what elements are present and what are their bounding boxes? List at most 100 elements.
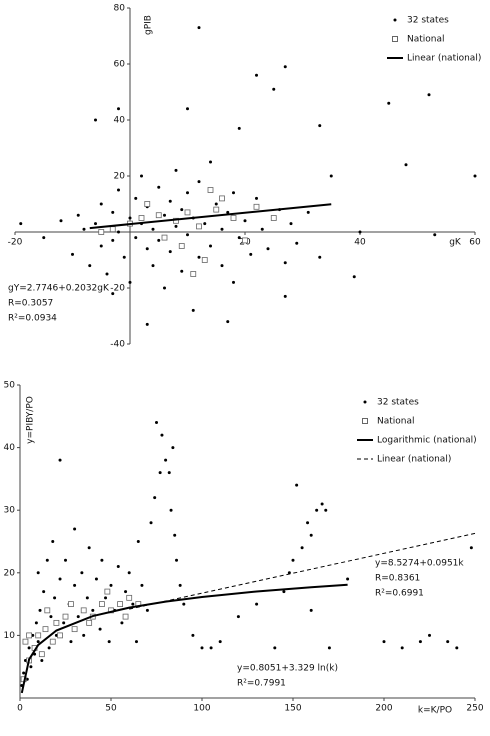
x-tick-label: 200	[375, 704, 392, 714]
point	[197, 180, 201, 184]
y-tick-label: -20	[110, 284, 125, 294]
point	[400, 646, 404, 650]
point	[44, 607, 51, 614]
point	[219, 195, 225, 202]
point	[117, 601, 123, 607]
point	[242, 237, 248, 244]
x-tick-label: 150	[284, 704, 301, 714]
point	[186, 107, 189, 111]
x-tick-label: 250	[466, 704, 483, 714]
point	[260, 227, 264, 231]
point	[175, 558, 179, 562]
point	[168, 199, 172, 203]
x-tick-label: 60	[469, 238, 481, 248]
point	[62, 621, 66, 625]
point	[220, 227, 224, 231]
point	[73, 583, 77, 587]
point	[73, 527, 77, 531]
point	[214, 202, 218, 206]
point	[144, 201, 151, 207]
point	[209, 244, 212, 248]
point	[120, 621, 124, 625]
y-tick-label: -40	[110, 340, 125, 350]
point	[270, 215, 277, 221]
annotation: R²=0.7991	[237, 679, 286, 689]
point	[34, 621, 38, 625]
x-axis-label: gK	[449, 238, 462, 248]
point	[174, 224, 178, 228]
point	[318, 255, 322, 259]
point	[329, 174, 333, 178]
point	[327, 646, 331, 650]
point	[186, 191, 189, 195]
point	[180, 269, 184, 273]
x-axis-label: k=K/PO	[418, 706, 452, 716]
point	[82, 633, 86, 637]
point	[51, 540, 55, 543]
legend-symbol	[393, 18, 397, 22]
point	[158, 471, 162, 475]
point	[201, 257, 208, 263]
point	[47, 646, 51, 650]
point	[207, 187, 214, 193]
point	[88, 264, 92, 268]
point	[191, 308, 195, 312]
point	[36, 571, 40, 575]
point	[29, 665, 33, 669]
annotation: gY=2.7746+0.2032gK	[8, 284, 110, 294]
point	[230, 215, 237, 221]
point	[86, 619, 93, 626]
point	[38, 608, 42, 612]
point	[178, 243, 185, 249]
x-tick-label: 100	[193, 704, 210, 714]
point	[126, 594, 133, 601]
point	[184, 209, 191, 216]
point	[99, 601, 105, 607]
point	[167, 471, 171, 475]
point	[149, 521, 153, 525]
point	[173, 533, 177, 537]
point	[111, 210, 115, 214]
point	[26, 632, 33, 639]
point	[49, 638, 56, 645]
point	[64, 558, 67, 562]
point	[80, 607, 87, 614]
point	[190, 271, 197, 277]
point	[182, 602, 186, 606]
point	[428, 633, 431, 637]
point	[82, 227, 86, 231]
point	[117, 188, 120, 192]
point	[22, 671, 26, 675]
point	[255, 602, 259, 606]
point	[249, 252, 253, 256]
point	[117, 107, 120, 111]
point	[57, 632, 63, 639]
point	[232, 191, 235, 195]
point	[111, 292, 115, 296]
point	[255, 196, 258, 200]
point	[295, 241, 299, 245]
legend-symbol	[363, 400, 367, 404]
point	[99, 202, 103, 206]
point	[209, 160, 212, 164]
point	[237, 236, 241, 240]
point	[128, 216, 132, 220]
y-tick-label: 80	[114, 4, 126, 14]
point	[197, 255, 201, 259]
point	[19, 222, 23, 226]
y-tick-label: 20	[4, 568, 16, 578]
annotation: y=0.8051+3.329 ln(k)	[237, 664, 338, 674]
point	[35, 632, 42, 639]
point	[455, 646, 459, 650]
point	[352, 275, 356, 279]
point	[131, 602, 135, 606]
point	[387, 101, 391, 105]
point	[49, 615, 53, 619]
point	[283, 294, 287, 298]
point	[197, 26, 201, 30]
point	[306, 521, 310, 525]
point	[253, 203, 260, 210]
point	[155, 421, 158, 425]
point	[196, 223, 202, 230]
point	[85, 596, 89, 600]
